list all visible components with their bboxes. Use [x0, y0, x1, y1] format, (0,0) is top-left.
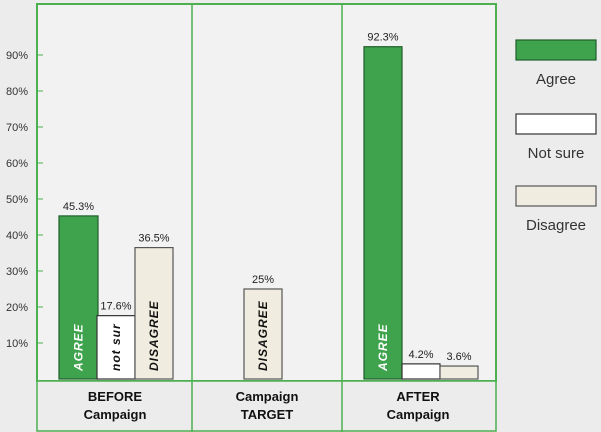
- bar-disagree: [243, 288, 283, 380]
- y-tick-label: 60%: [6, 158, 28, 170]
- legend-label: Disagree: [526, 217, 586, 234]
- y-tick-label: 80%: [6, 86, 28, 98]
- legend-swatch-agree: [515, 39, 597, 61]
- category-label: BEFORE: [88, 389, 143, 404]
- bar-disagree: [134, 247, 174, 380]
- data-label: 25%: [252, 274, 274, 286]
- category-label: AFTER: [396, 389, 440, 404]
- y-tick-label: 90%: [6, 50, 28, 62]
- data-label: 45.3%: [63, 201, 94, 213]
- category-label: Campaign: [236, 389, 299, 404]
- category-label: TARGET: [241, 407, 294, 422]
- data-label: 36.5%: [138, 233, 169, 245]
- y-tick-label: 10%: [6, 338, 28, 350]
- data-label: 4.2%: [408, 349, 433, 361]
- bar-inner-label: AGREE: [376, 323, 390, 372]
- y-tick-label: 20%: [6, 302, 28, 314]
- bar-agree: [363, 46, 403, 380]
- y-tick-label: 40%: [6, 230, 28, 242]
- y-tick-label: 50%: [6, 194, 28, 206]
- y-tick-label: 30%: [6, 266, 28, 278]
- bar-agree: [58, 215, 99, 380]
- legend-label: Agree: [536, 71, 576, 88]
- legend-swatch-disagree: [515, 185, 597, 207]
- data-label: 17.6%: [100, 301, 131, 313]
- bar-disagree: [439, 365, 479, 380]
- y-tick-label: 70%: [6, 122, 28, 134]
- data-label: 3.6%: [446, 351, 471, 363]
- legend-label: Not sure: [528, 145, 585, 162]
- bar-inner-label: not sur: [109, 323, 123, 371]
- category-label: Campaign: [387, 407, 450, 422]
- data-label: 92.3%: [367, 32, 398, 44]
- bar-inner-label: AGREE: [72, 323, 86, 372]
- bar-not-sure: [401, 363, 441, 380]
- category-label: Campaign: [84, 407, 147, 422]
- legend-swatch-not-sure: [515, 113, 597, 135]
- bar-inner-label: DISAGREE: [256, 300, 270, 371]
- bar-not-sure: [96, 315, 136, 380]
- bar-inner-label: DISAGREE: [147, 300, 161, 371]
- category-row: [36, 380, 497, 432]
